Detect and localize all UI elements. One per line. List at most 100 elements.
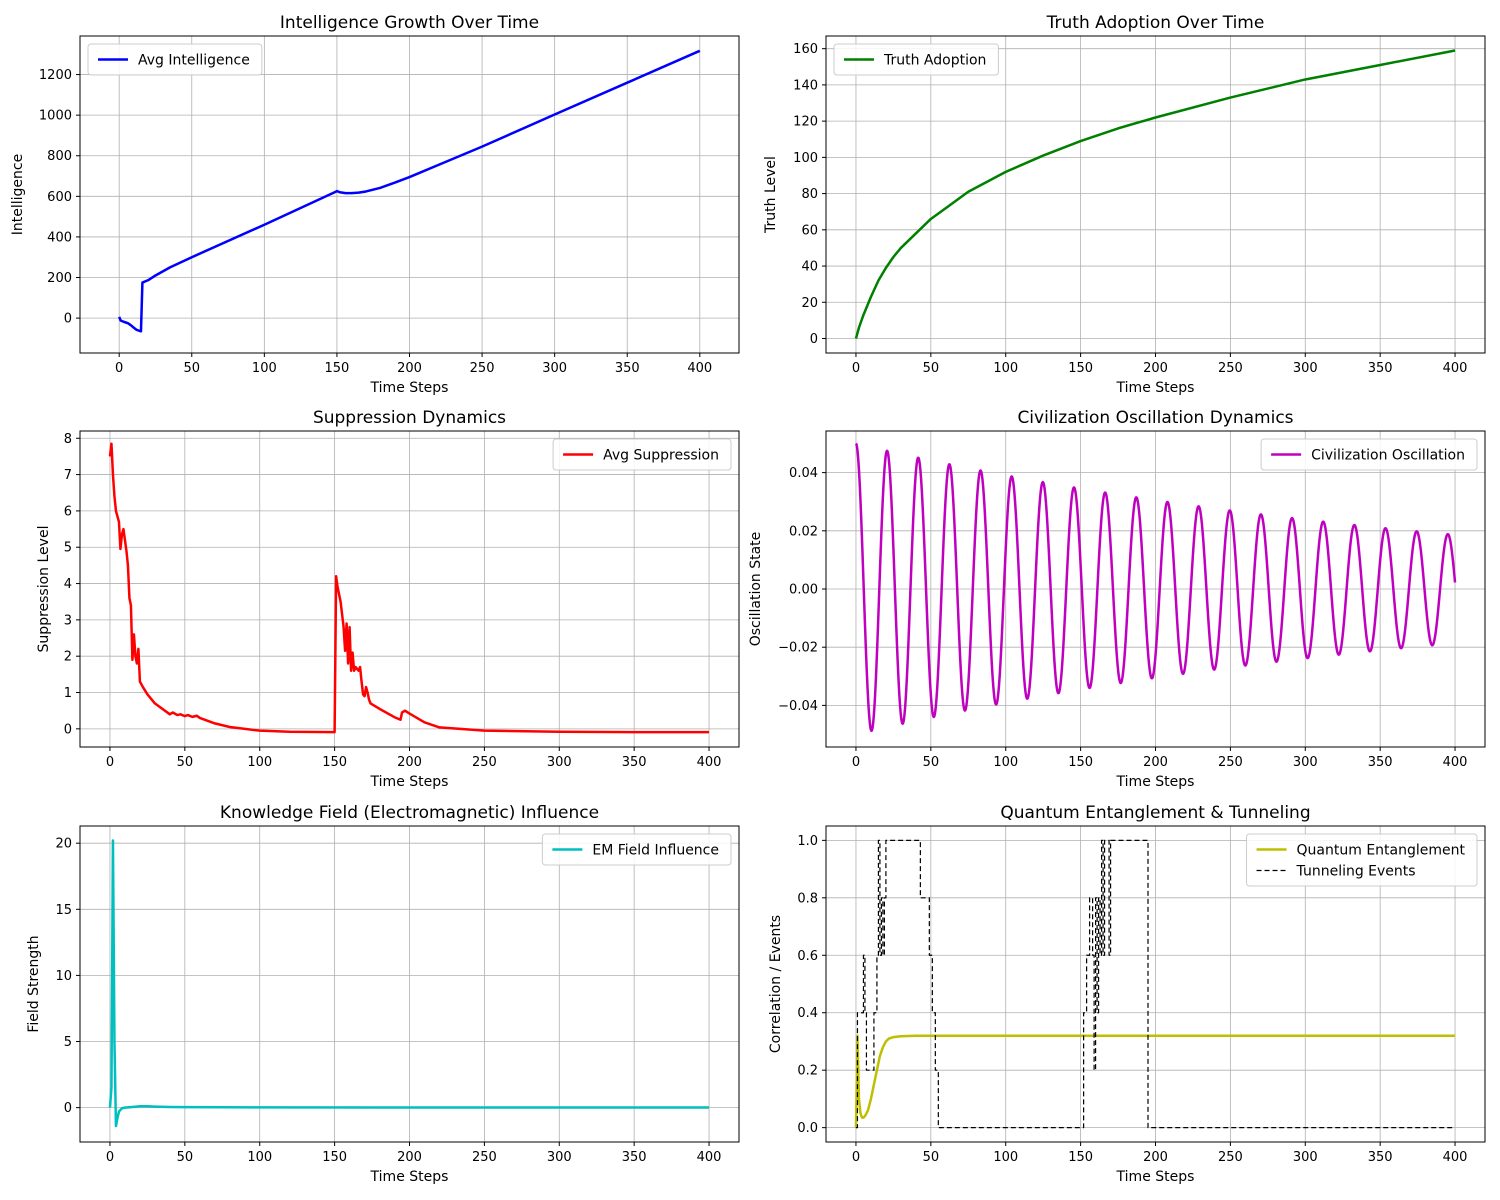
x-tick-label: 0	[115, 361, 123, 376]
y-tick-label: 5	[64, 1035, 72, 1050]
x-tick-label: 0	[852, 361, 860, 376]
x-tick-label: 300	[542, 361, 567, 376]
series-line-truth-adoption	[854, 49, 1456, 339]
x-axis-label: Time Steps	[1116, 1169, 1195, 1185]
y-tick-label: 1.0	[797, 834, 818, 849]
x-tick-label: 100	[247, 755, 272, 770]
plot-frame	[79, 430, 740, 748]
x-tick-label: 100	[247, 1150, 272, 1165]
y-tick-label: 1000	[39, 109, 72, 124]
y-tick-label: 0.8	[797, 891, 818, 906]
series-line-quantum-entanglement	[854, 1034, 1456, 1128]
x-tick-label: 200	[1143, 361, 1168, 376]
x-tick-label: 350	[622, 1150, 647, 1165]
y-tick-label: 5	[64, 541, 72, 556]
y-axis-label: Intelligence	[10, 154, 26, 235]
x-tick-label: 100	[993, 1150, 1018, 1165]
x-tick-label: 200	[1143, 1150, 1168, 1165]
y-tick-label: 20	[55, 837, 72, 852]
legend-label: EM Field Influence	[592, 843, 719, 859]
x-tick-label: 200	[1143, 755, 1168, 770]
y-tick-label: 0.2	[797, 1064, 818, 1079]
x-tick-label: 0	[106, 1150, 114, 1165]
legend-label: Quantum Entanglement	[1297, 843, 1466, 859]
x-tick-label: 150	[322, 1150, 347, 1165]
y-axis-label: Suppression Level	[36, 526, 52, 653]
legend: Avg Suppression	[552, 438, 732, 471]
y-tick-label: 80	[801, 187, 818, 202]
x-tick-label: 50	[177, 1150, 194, 1165]
y-tick-label: 1200	[39, 68, 72, 83]
series-line-civilization-oscillation	[854, 442, 1457, 732]
x-tick-label: 200	[397, 1150, 422, 1165]
y-tick-label: 0.6	[797, 949, 818, 964]
legend: EM Field Influence	[541, 833, 732, 866]
legend-label: Tunneling Events	[1296, 864, 1416, 880]
y-tick-label: 6	[64, 504, 72, 519]
y-tick-label: 600	[47, 190, 72, 205]
x-tick-label: 350	[1368, 755, 1393, 770]
x-tick-label: 350	[615, 361, 640, 376]
chart-title: Knowledge Field (Electromagnetic) Influe…	[220, 803, 599, 823]
legend-label: Avg Intelligence	[138, 53, 250, 69]
legend-label: Avg Suppression	[603, 448, 719, 464]
chart-title: Quantum Entanglement & Tunneling	[1000, 803, 1310, 823]
chart-quantum: Quantum Entanglement & Tunneling 0 50 100 15…	[768, 803, 1486, 1185]
y-tick-label: 7	[64, 468, 72, 483]
x-axis-label: Time Steps	[370, 774, 449, 790]
y-tick-label: 15	[55, 903, 72, 918]
x-tick-label: 350	[1368, 1150, 1393, 1165]
x-tick-label: 300	[547, 1150, 572, 1165]
y-tick-label: 0.00	[789, 583, 818, 598]
chart-osc: Civilization Oscillation Dynamics 0 50 100 1…	[748, 408, 1486, 790]
legend-box	[1246, 833, 1478, 887]
x-tick-label: 400	[1443, 1150, 1468, 1165]
y-tick-label: 8	[64, 432, 72, 447]
legend: Truth Adoption	[833, 43, 999, 76]
x-axis-label: Time Steps	[370, 1169, 449, 1185]
y-tick-label: 10	[55, 969, 72, 984]
legend: Civilization Oscillation	[1260, 438, 1478, 471]
x-tick-label: 250	[472, 1150, 497, 1165]
y-tick-label: 1	[64, 686, 72, 701]
x-axis-label: Time Steps	[1116, 774, 1195, 790]
x-tick-label: 250	[1218, 1150, 1243, 1165]
legend: Avg Intelligence	[87, 43, 263, 76]
legend-label: Civilization Oscillation	[1311, 448, 1465, 464]
y-axis-label: Field Strength	[26, 935, 42, 1032]
x-tick-label: 50	[923, 755, 940, 770]
y-tick-label: −0.04	[778, 699, 818, 714]
plot-frame	[825, 825, 1486, 1143]
x-tick-label: 300	[1293, 361, 1318, 376]
y-tick-label: 40	[801, 260, 818, 275]
chart-title: Truth Adoption Over Time	[1046, 13, 1265, 33]
x-tick-label: 150	[322, 755, 347, 770]
series-line-em-field-influence	[108, 839, 710, 1128]
y-tick-label: 3	[64, 613, 72, 628]
y-tick-label: 400	[47, 230, 72, 245]
x-tick-label: 0	[852, 1150, 860, 1165]
y-tick-label: 160	[793, 42, 818, 57]
y-axis-label: Oscillation State	[748, 532, 764, 647]
x-tick-label: 250	[472, 755, 497, 770]
x-tick-label: 300	[547, 755, 572, 770]
x-tick-label: 300	[1293, 1150, 1318, 1165]
x-tick-label: 250	[1218, 755, 1243, 770]
y-tick-label: −0.02	[778, 641, 818, 656]
chart-em: Knowledge Field (Electromagnetic) Influe…	[26, 803, 740, 1185]
x-tick-label: 400	[687, 361, 712, 376]
x-tick-label: 400	[1443, 361, 1468, 376]
x-tick-label: 100	[993, 361, 1018, 376]
y-axis-label: Correlation / Events	[768, 915, 784, 1053]
chart-intel: Intelligence Growth Over Time 0 50 100 150 20…	[10, 13, 740, 396]
x-tick-label: 50	[923, 361, 940, 376]
y-tick-label: 20	[801, 296, 818, 311]
plot-frame	[825, 35, 1486, 354]
y-tick-label: 140	[793, 78, 818, 93]
x-tick-label: 50	[183, 361, 200, 376]
plot-frame	[79, 35, 740, 354]
y-tick-label: 0.02	[789, 524, 818, 539]
